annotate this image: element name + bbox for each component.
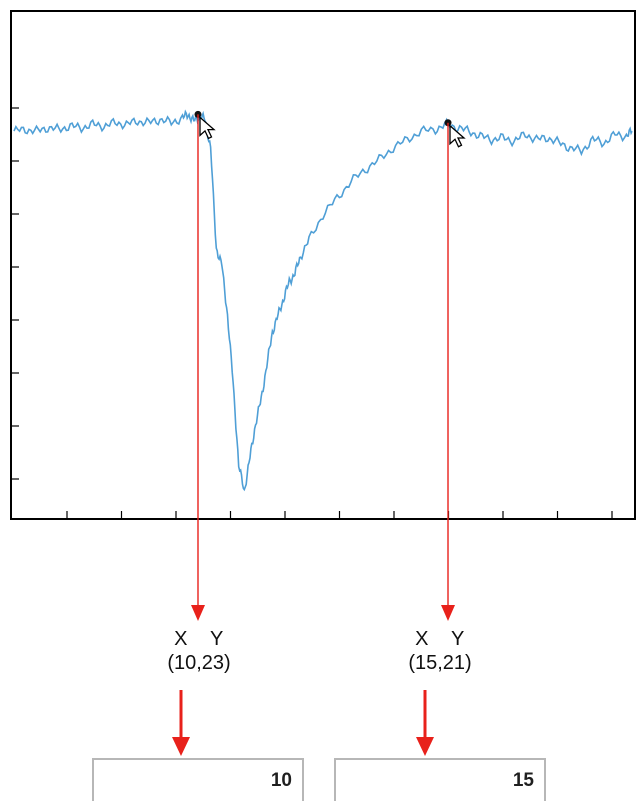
- arrow-head: [190, 605, 205, 621]
- axis-ticks: [12, 107, 613, 518]
- coordinate-readout: (15,21): [408, 652, 472, 674]
- plot-frame: [10, 10, 636, 520]
- signal-line: [13, 109, 633, 492]
- mouse-pointer-icon: [199, 115, 216, 140]
- x-label: X: [174, 628, 188, 650]
- y-label: Y: [451, 628, 465, 650]
- x-label: X: [415, 628, 429, 650]
- mouse-pointer-icon: [449, 124, 466, 148]
- field-value: 10: [270, 770, 292, 791]
- y-label: Y: [210, 628, 224, 650]
- coordinate-readout: (10,23): [167, 652, 231, 674]
- arrow-head: [441, 605, 456, 621]
- arrow-head: [172, 737, 190, 756]
- field-value: 15: [512, 770, 534, 791]
- arrow-head: [416, 737, 434, 756]
- value-field-x-2[interactable]: 15: [334, 758, 546, 801]
- value-field-x-1[interactable]: 10: [92, 758, 304, 801]
